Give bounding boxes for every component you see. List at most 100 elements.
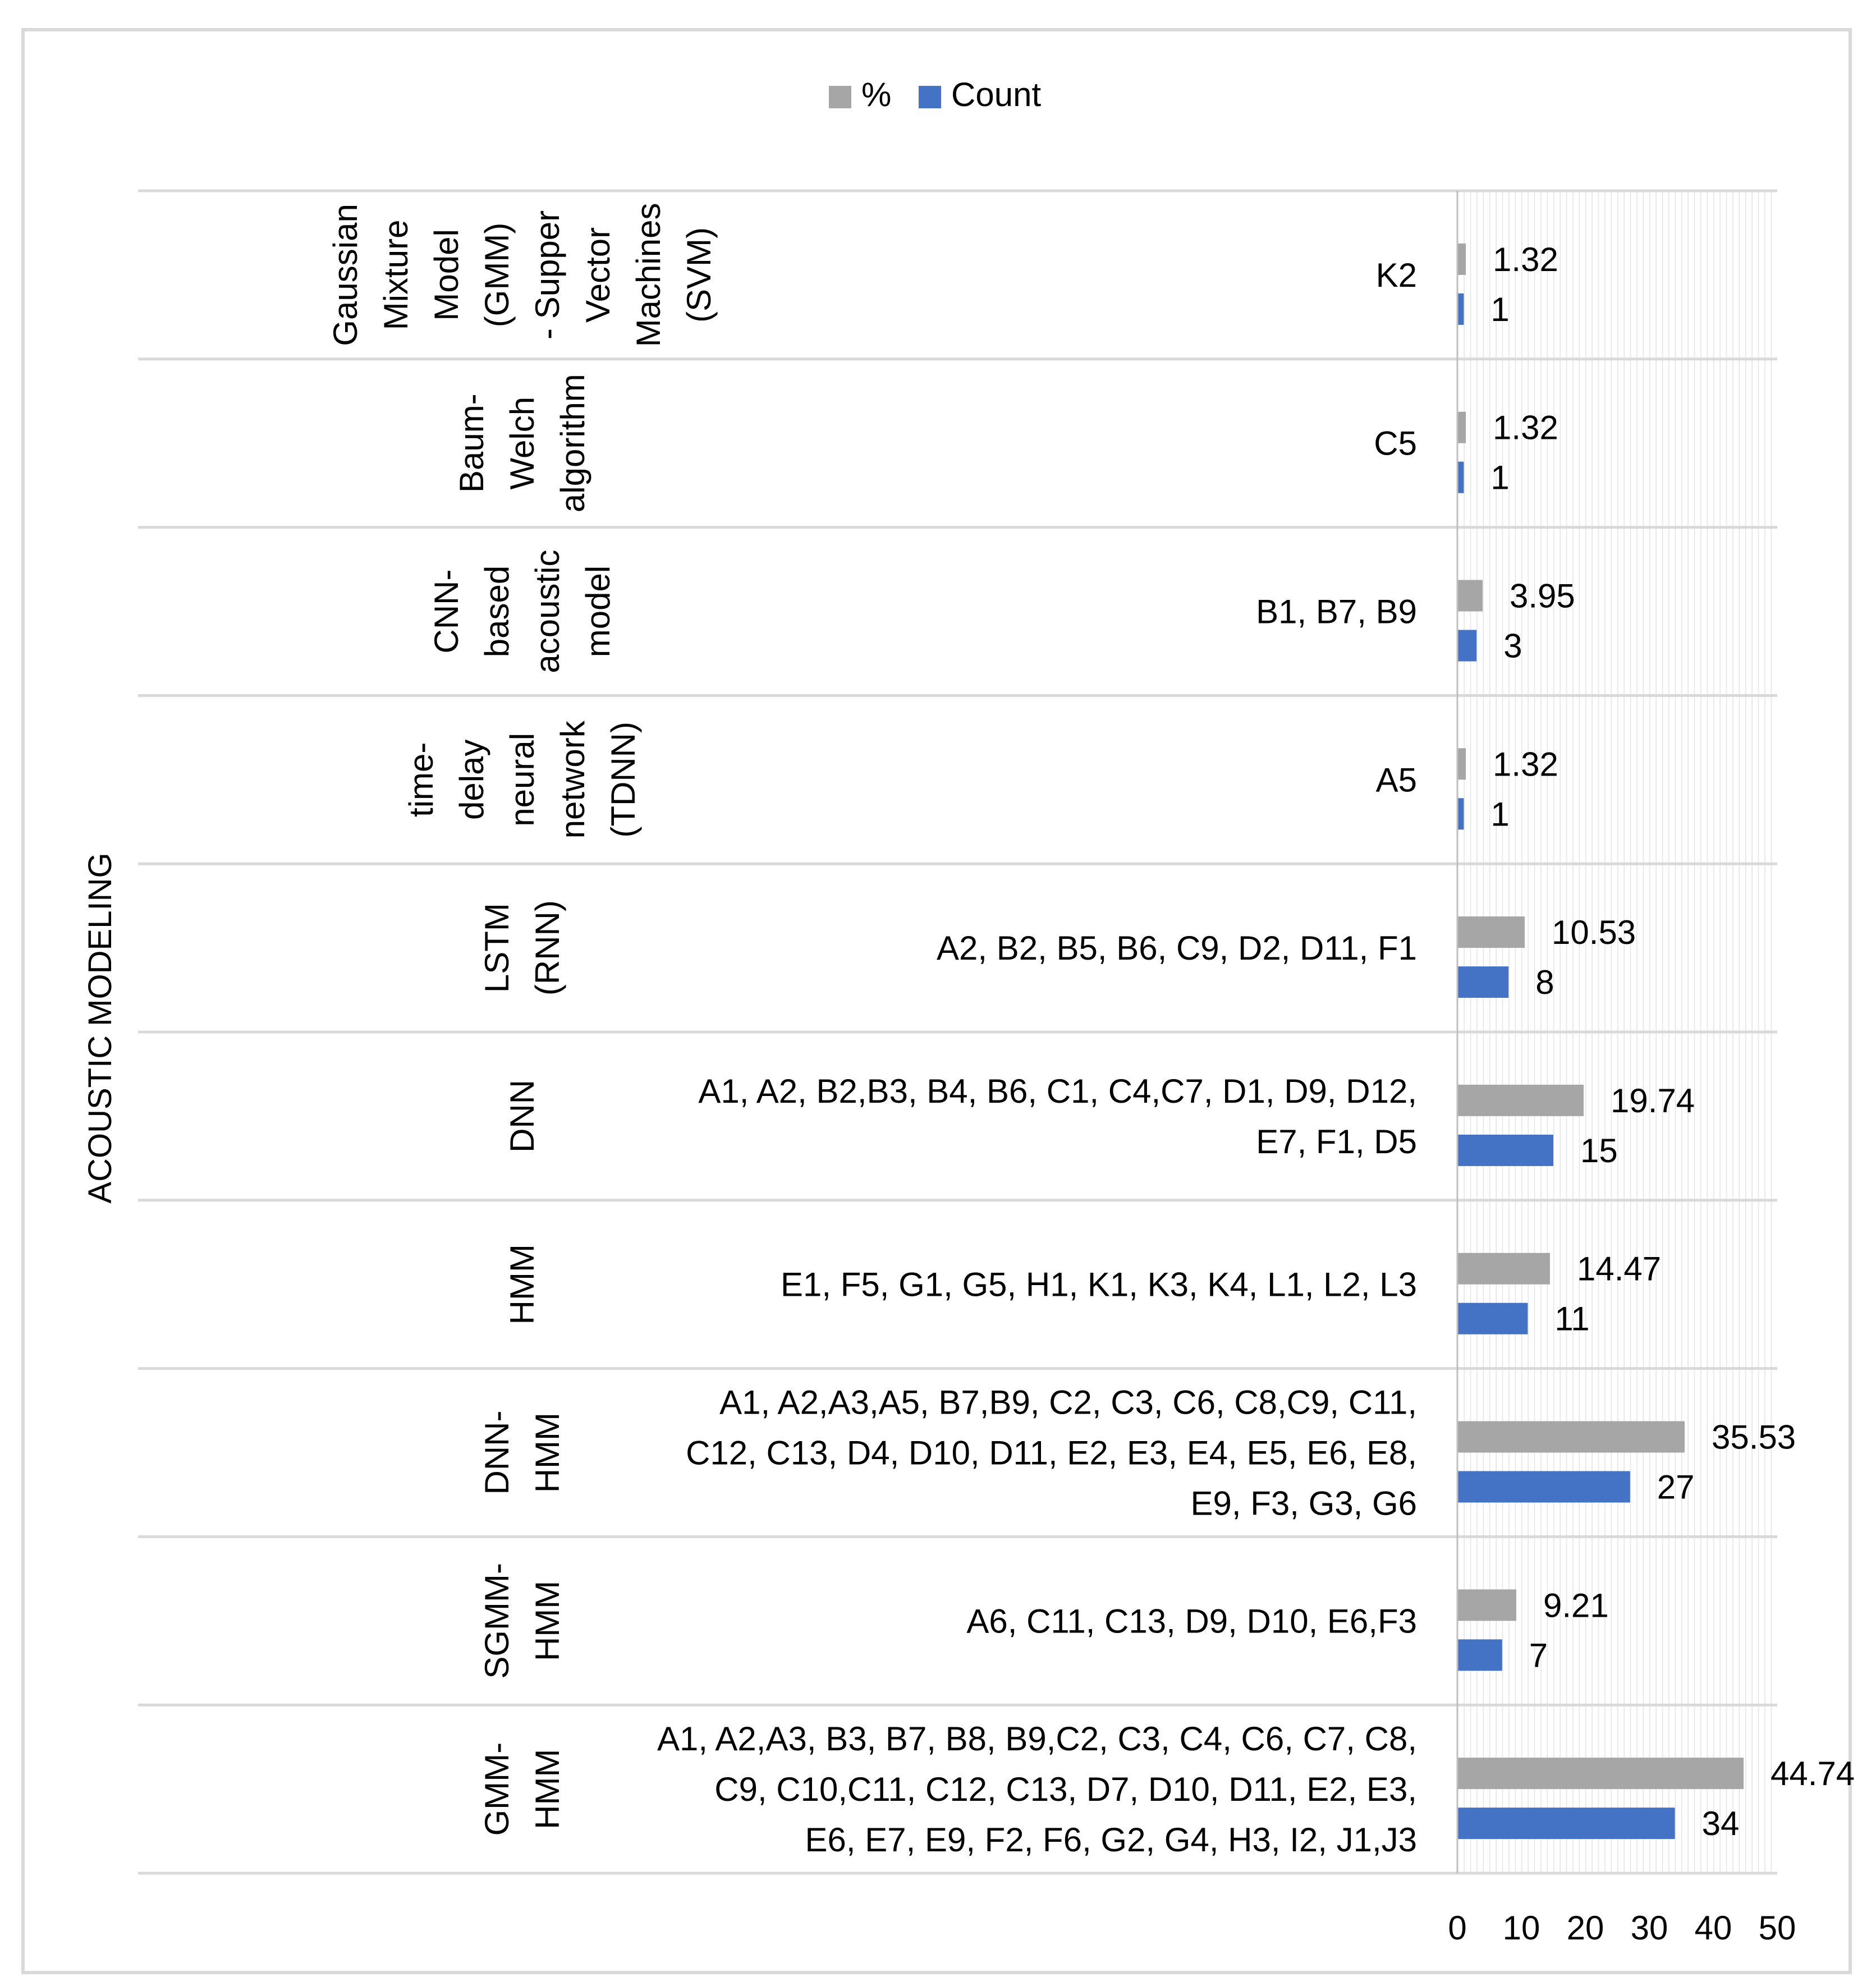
model-label: HMM [529, 1412, 566, 1493]
model-label: based [478, 566, 516, 657]
bar-count [1457, 1134, 1553, 1166]
reference-list: C5 [1374, 425, 1417, 462]
x-tick-label: 50 [1759, 1909, 1796, 1947]
legend-swatch-percent [829, 86, 851, 108]
model-label: SGMM- [478, 1563, 516, 1679]
model-label: delay [453, 740, 490, 820]
model-label: GMM- [478, 1742, 516, 1836]
bar-count [1457, 630, 1477, 662]
bar-count [1457, 1639, 1502, 1671]
legend-swatch-count [919, 86, 941, 108]
y-axis-title: ACOUSTIC MODELING [82, 852, 118, 1203]
model-label: DNN [503, 1080, 541, 1153]
bar-percent [1457, 1758, 1744, 1790]
category-row: LSTM (RNN) A2, B2, B5, B6, C9, D2, D11, F1… [478, 900, 1636, 1001]
data-label-count: 1 [1490, 291, 1509, 328]
bar-percent [1457, 916, 1525, 948]
model-label: HMM [503, 1244, 541, 1324]
model-label: Mixture [377, 220, 415, 331]
data-label-count: 11 [1554, 1300, 1589, 1338]
data-label-percent: 1.32 [1493, 745, 1558, 783]
reference-list: A1, A2,A3,A5, B7,B9, C2, C3, C6, C8,C9, … [719, 1384, 1417, 1421]
rows-layer: Gaussian Mixture Model (GMM) - Supper Vector M… [138, 189, 1855, 1875]
bar-percent [1457, 748, 1466, 780]
model-label: CNN- [428, 570, 465, 654]
bar-count [1457, 798, 1464, 830]
reference-list: A1, A2, B2,B3, B4, B6, C1, C4,C7, D1, D9… [698, 1072, 1417, 1110]
model-label: Model [428, 229, 465, 320]
model-label: - Supper [529, 210, 566, 340]
legend-label-count: Count [951, 76, 1041, 113]
bar-count [1457, 461, 1464, 493]
x-axis: 0 10 20 30 40 50 [1448, 1909, 1796, 1947]
category-row: time-delay neural network (TDNN) A5 1.32 1 [402, 720, 1558, 838]
data-label-count: 1 [1490, 795, 1509, 833]
model-label: time- [402, 742, 440, 817]
data-label-count: 3 [1503, 627, 1522, 665]
model-label: (RNN) [529, 900, 566, 996]
x-tick-label: 30 [1631, 1909, 1668, 1947]
model-label: (SVM) [680, 227, 718, 323]
data-label-percent: 14.47 [1577, 1250, 1661, 1288]
reference-list: B1, B7, B9 [1256, 593, 1417, 631]
bar-percent [1457, 243, 1466, 275]
bar-count [1457, 1302, 1528, 1334]
data-label-count: 7 [1529, 1636, 1548, 1674]
model-label: DNN- [478, 1411, 516, 1495]
model-label: (GMM) [478, 223, 516, 328]
x-tick-label: 40 [1695, 1909, 1732, 1947]
data-label-percent: 35.53 [1712, 1419, 1796, 1456]
bar-count [1457, 1471, 1630, 1503]
category-row: DNN- HMM A1, A2,A3,A5, B7,B9, C2, C3, C6, … [478, 1384, 1796, 1522]
model-label: Welch [503, 397, 541, 490]
reference-list: A1, A2,A3, B3, B7, B8, B9,C2, C3, C4, C6… [657, 1720, 1417, 1758]
bar-percent [1457, 1253, 1550, 1285]
category-row: Gaussian Mixture Model (GMM) - Supper Vector M… [327, 203, 1558, 347]
model-label: LSTM [478, 903, 516, 993]
category-row: Baum- Welch algorithm C5 1.32 1 [453, 374, 1558, 512]
data-label-count: 1 [1490, 459, 1509, 497]
legend-label-percent: % [861, 76, 891, 113]
model-label: network [554, 720, 591, 838]
category-row: DNN A1, A2, B2,B3, B4, B6, C1, C4,C7, D1,… [503, 1072, 1695, 1169]
data-label-percent: 10.53 [1552, 914, 1636, 951]
category-row: CNN-based acoustic model B1, B7, B9 3.95 3 [428, 549, 1575, 673]
chart-frame [21, 28, 1852, 1974]
reference-list: E6, E7, E9, F2, F6, G2, G4, H3, I2, J1,J… [805, 1821, 1418, 1859]
reference-list: K2 [1376, 256, 1417, 294]
model-label: algorithm [554, 374, 591, 512]
data-label-count: 15 [1580, 1132, 1618, 1169]
model-label: (TDNN) [604, 722, 642, 838]
bar-count [1457, 293, 1464, 325]
x-tick-label: 0 [1448, 1909, 1466, 1947]
bar-percent [1457, 1589, 1516, 1621]
data-label-percent: 44.74 [1770, 1755, 1855, 1792]
reference-list: C12, C13, D4, D10, D11, E2, E3, E4, E5, … [686, 1434, 1417, 1472]
bar-percent [1457, 1084, 1584, 1116]
model-label: model [579, 566, 617, 657]
category-row: SGMM- HMM A6, C11, C13, D9, D10, E6,F3 9.21… [478, 1563, 1609, 1679]
x-tick-label: 20 [1567, 1909, 1604, 1947]
reference-list: E1, F5, G1, G5, H1, K1, K3, K4, L1, L2, … [781, 1266, 1417, 1304]
model-label: acoustic [529, 549, 566, 673]
data-label-count: 34 [1702, 1805, 1740, 1842]
reference-list: A6, C11, C13, D9, D10, E6,F3 [966, 1602, 1417, 1640]
model-label: HMM [529, 1581, 566, 1661]
model-label: Gaussian [327, 204, 364, 346]
reference-list: E9, F3, G3, G6 [1190, 1485, 1417, 1522]
data-label-percent: 3.95 [1510, 577, 1575, 615]
bar-count [1457, 966, 1509, 998]
bar-percent [1457, 411, 1466, 443]
data-label-count: 8 [1535, 964, 1554, 1001]
category-row: HMM E1, F5, G1, G5, H1, K1, K3, K4, L1, L… [503, 1244, 1661, 1338]
bar-percent [1457, 580, 1483, 612]
data-label-count: 27 [1657, 1469, 1695, 1506]
x-tick-label: 10 [1503, 1909, 1540, 1947]
reference-list: A5 [1376, 761, 1417, 799]
bar-percent [1457, 1421, 1685, 1453]
model-label: Vector [579, 227, 617, 323]
legend: % Count [829, 76, 1041, 113]
data-label-percent: 1.32 [1493, 409, 1558, 447]
data-label-percent: 9.21 [1543, 1586, 1609, 1624]
